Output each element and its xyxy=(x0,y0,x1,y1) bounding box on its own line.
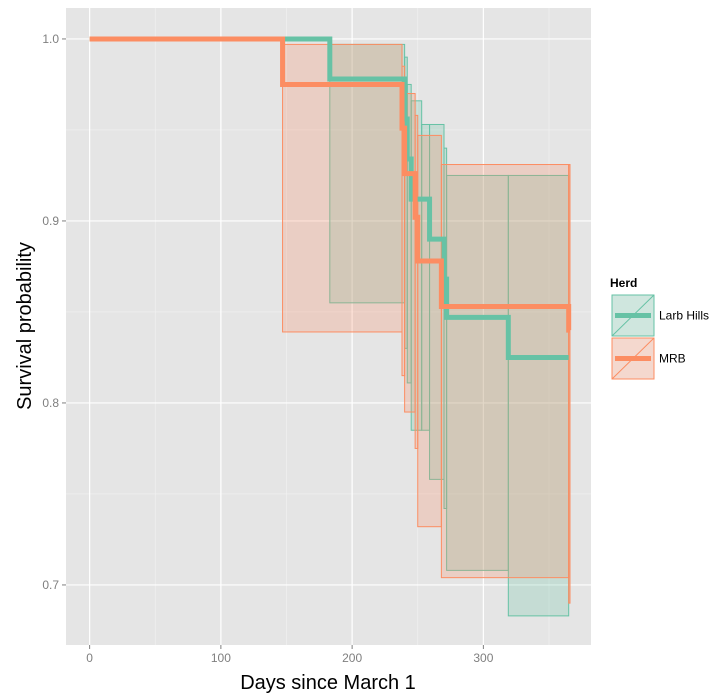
confidence-band-mrb xyxy=(282,43,403,333)
survival-line-larb-hills xyxy=(89,36,569,360)
legend-title: Herd xyxy=(610,276,637,290)
confidence-band-larb-hills xyxy=(446,174,509,571)
survival-lines xyxy=(89,36,572,360)
legend-label-larb-hills: Larb Hills xyxy=(659,309,709,323)
survival-line-mrb xyxy=(89,36,572,333)
confidence-bands xyxy=(282,43,571,617)
legend: Herd Larb Hills MRB xyxy=(610,276,709,381)
y-tick-label: 0.9 xyxy=(42,214,59,228)
legend-label-mrb: MRB xyxy=(659,352,686,366)
y-tick-label: 0.7 xyxy=(42,578,59,592)
x-tick-label: 200 xyxy=(342,651,362,665)
y-axis-title: Survival probability xyxy=(14,242,36,410)
confidence-band-mrb xyxy=(440,164,570,579)
x-tick-label: 300 xyxy=(473,651,493,665)
y-tick-label: 1.0 xyxy=(42,32,59,46)
confidence-band-mrb xyxy=(568,164,571,604)
confidence-band-larb-hills xyxy=(507,174,570,617)
plot-panel xyxy=(66,8,591,645)
x-tick-label: 0 xyxy=(86,651,93,665)
confidence-band-mrb xyxy=(417,134,442,528)
x-axis-title: Days since March 1 xyxy=(240,672,416,694)
y-axis-ticks: 0.7 0.8 0.9 1.0 xyxy=(42,32,66,592)
x-axis-ticks: 0 100 200 300 xyxy=(86,645,494,665)
y-tick-label: 0.8 xyxy=(42,396,59,410)
x-tick-label: 100 xyxy=(211,651,231,665)
